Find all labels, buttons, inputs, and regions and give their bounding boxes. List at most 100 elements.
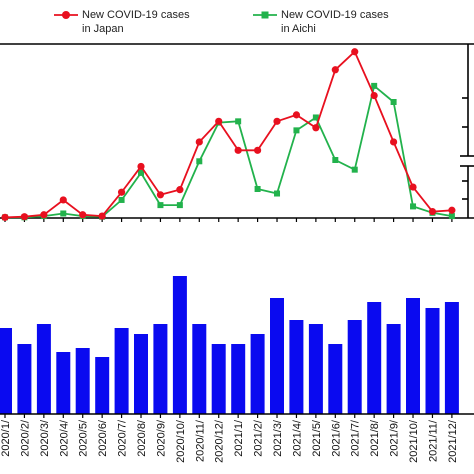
data-point-japan [40,211,48,219]
x-tick-label: 2020/9/ [155,419,167,457]
data-point-japan [409,183,417,191]
x-tick-label: 2021/5/ [311,419,323,457]
x-tick-label: 2020/2/ [19,419,31,457]
bar [75,348,90,414]
bar [444,302,459,414]
bar [231,344,246,414]
legend-marker-1 [261,11,269,19]
data-point-aichi [254,186,261,192]
legend-label-0-1: in Japan [82,23,124,35]
bar [406,298,420,414]
data-point-japan [98,212,106,220]
bar-chart-panel [0,276,474,415]
data-point-aichi [332,157,339,163]
legend-label-1-1: in Aichi [281,23,316,35]
series-line-1 [5,85,453,219]
data-point-japan [1,213,9,221]
data-point-japan [253,146,262,154]
data-point-japan [292,111,301,119]
data-point-aichi [293,127,300,134]
data-point-aichi [60,210,67,217]
data-point-aichi [410,203,417,210]
data-point-japan [20,213,29,221]
x-tick-label: 2021/11/ [427,419,439,462]
x-tick-label: 2020/4/ [58,419,70,457]
data-point-japan [234,146,242,154]
bar [308,324,323,414]
data-point-japan [215,117,223,125]
data-point-aichi [235,118,242,125]
bar [250,334,265,414]
bar [172,276,187,414]
bar [192,324,207,414]
data-point-aichi [390,99,397,105]
data-point-aichi [118,196,125,203]
bar [270,298,284,414]
data-point-japan [428,207,437,216]
data-point-japan [331,66,339,74]
legend-marker-0 [62,11,70,19]
x-tick-label: 2021/12/ [447,419,459,463]
data-point-aichi [157,202,164,209]
data-point-japan [448,206,456,214]
data-point-japan [312,124,320,132]
x-tick-label: 2020/3/ [39,419,51,457]
bar [36,324,51,414]
bar [367,302,382,414]
data-point-japan [79,211,87,219]
data-point-japan [195,138,203,146]
legend-label-1-0: New COVID-19 cases [281,9,389,21]
data-point-aichi [351,166,358,173]
data-point-japan [176,186,184,194]
data-point-japan [370,91,378,100]
data-point-aichi [176,202,183,209]
x-tick-label: 2021/4/ [291,419,303,457]
data-point-japan [156,191,165,199]
x-tick-label: 2020/11/ [194,419,206,462]
x-tick-label: 2021/10/ [408,419,420,463]
x-tick-label: 2021/7/ [350,419,362,457]
data-point-aichi [274,190,281,197]
bar [153,324,168,414]
data-point-japan [351,48,359,56]
x-tick-label: 2020/1/ [0,419,12,457]
x-tick-label: 2020/10/ [175,419,187,463]
bar [328,344,343,414]
x-tick-label: 2021/2/ [253,419,265,457]
bar [0,328,12,414]
bar [425,308,440,414]
data-point-japan [137,162,145,171]
legend: New COVID-19 cases in Japan New COVID-19 c… [54,9,389,35]
bar [289,320,304,414]
bar [17,344,32,414]
data-point-aichi [448,213,455,220]
x-tick-label: 2020/8/ [136,419,148,457]
data-point-aichi [371,82,378,89]
data-point-japan [117,188,126,196]
bar [95,357,110,414]
data-point-japan [273,117,281,125]
data-point-japan [390,138,398,146]
line-chart-panel [0,43,474,222]
x-tick-label: 2020/5/ [78,419,90,457]
bar [114,328,129,414]
data-point-aichi [312,114,319,121]
series-line-0 [4,50,452,219]
bar [56,352,71,414]
bar [386,324,401,414]
data-point-japan [59,196,67,204]
x-axis: 2020/1/2020/2/2020/3/2020/4/2020/5/2020/… [0,414,459,463]
data-point-aichi [138,169,145,176]
data-point-aichi [196,158,203,165]
x-tick-label: 2020/6/ [97,419,109,457]
x-tick-label: 2021/9/ [389,419,401,457]
bar [347,320,362,414]
x-tick-label: 2020/12/ [214,419,226,463]
x-tick-label: 2021/1/ [233,419,245,457]
x-tick-label: 2020/7/ [117,419,129,457]
bar [211,344,226,414]
legend-label-0-0: New COVID-19 cases [82,9,190,21]
x-tick-label: 2021/3/ [272,419,284,457]
x-tick-label: 2021/8/ [369,419,381,457]
